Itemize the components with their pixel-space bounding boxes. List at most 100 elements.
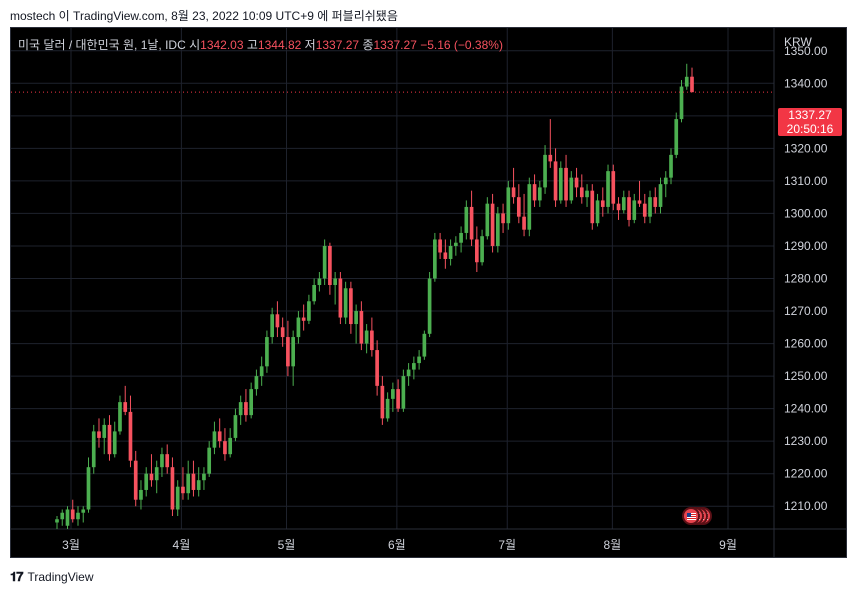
candle-body-up — [86, 467, 91, 510]
candle-body-down — [474, 239, 479, 263]
candle-body-up — [648, 197, 652, 217]
candle-body-up — [663, 177, 668, 185]
candle-body-up — [60, 512, 65, 520]
candle-body-down — [579, 187, 584, 198]
y-tick-label: 1230.00 — [784, 434, 828, 448]
candle-body-down — [548, 154, 553, 162]
candle-body-down — [133, 460, 138, 500]
close-value: 1337.27 — [373, 38, 417, 52]
candle-body-up — [270, 314, 275, 338]
open-value: 1342.03 — [200, 38, 244, 52]
y-tick-label: 1340.00 — [784, 76, 828, 90]
candle-body-down — [600, 200, 605, 207]
candle-body-down — [532, 184, 537, 201]
x-tick-label: 3월 — [62, 538, 80, 552]
candle-body-up — [154, 467, 159, 481]
candle-body-up — [186, 473, 191, 494]
high-value: 1344.82 — [257, 38, 302, 52]
candle-body-down — [511, 187, 516, 198]
candle-body-up — [354, 311, 358, 325]
candle-body-down — [70, 509, 75, 520]
candle-body-up — [81, 509, 86, 513]
us-flag-event-icon[interactable] — [682, 507, 700, 525]
economic-events[interactable] — [682, 507, 722, 527]
candle-body-up — [333, 278, 337, 286]
candle-body-up — [537, 187, 542, 201]
candle-body-down — [170, 467, 175, 510]
last-price-tag: 1337.27 20:50:16 — [778, 108, 842, 136]
candle-body-down — [338, 278, 343, 318]
candle-body-down — [181, 486, 185, 494]
x-tick-label: 4월 — [173, 538, 191, 552]
candle-body-down — [328, 245, 332, 286]
candle-body-down — [642, 203, 647, 217]
candle-body-down — [128, 411, 133, 461]
candle-body-up — [259, 366, 264, 377]
candle-body-up — [385, 398, 390, 419]
candle-body-down — [564, 167, 568, 201]
y-tick-label: 1350.00 — [784, 44, 828, 58]
candle-body-down — [380, 385, 385, 419]
candle-body-up — [391, 389, 395, 399]
candle-body-up — [228, 437, 233, 455]
x-tick-label: 9월 — [719, 538, 737, 552]
candle-body-up — [569, 177, 574, 201]
candle-body-up — [312, 285, 316, 302]
tradingview-logo-icon[interactable]: 𝟏𝟕 — [10, 569, 24, 584]
candle-body-up — [112, 431, 117, 455]
candle-body-up — [558, 167, 563, 201]
brand-name[interactable]: TradingView — [27, 570, 94, 584]
candle-body-up — [196, 480, 201, 490]
candle-body-up — [207, 447, 212, 474]
y-tick-label: 1250.00 — [784, 369, 828, 383]
candle-body-up — [233, 415, 238, 438]
candle-body-up — [480, 236, 484, 263]
candle-body-down — [165, 454, 170, 468]
candle-body-down — [223, 441, 227, 455]
candle-body-up — [238, 402, 243, 416]
candle-body-up — [296, 317, 301, 338]
candle-body-down — [469, 206, 474, 240]
publish-info: mostech 이 TradingView.com, 8월 23, 2022 1… — [10, 9, 398, 23]
candle-body-up — [343, 288, 348, 318]
candle-body-down — [349, 288, 353, 325]
candle-body-up — [202, 473, 206, 481]
candle-body-down — [217, 431, 222, 442]
candle-body-up — [249, 389, 254, 416]
candle-body-up — [102, 424, 107, 438]
candle-body-up — [307, 301, 311, 321]
y-tick-label: 1210.00 — [784, 499, 828, 513]
candle-body-down — [553, 161, 558, 201]
candle-body-up — [464, 206, 469, 233]
candle-body-up — [433, 239, 437, 279]
candle-body-up — [679, 86, 684, 120]
currency-label: KRW — [784, 35, 812, 49]
x-tick-label: 6월 — [388, 538, 406, 552]
candle-body-down — [396, 389, 400, 409]
candle-body-up — [265, 337, 269, 367]
candle-body-down — [370, 330, 374, 351]
candle-body-up — [454, 242, 458, 246]
candle-body-down — [359, 311, 364, 344]
candle-body-up — [175, 486, 180, 510]
candle-body-down — [637, 200, 642, 204]
candle-body-up — [76, 512, 80, 520]
candle-body-up — [606, 171, 610, 207]
candle-body-down — [590, 190, 595, 224]
symbol-label[interactable]: 미국 달러 / 대한민국 원, 1날, IDC — [18, 38, 186, 52]
y-tick-label: 1240.00 — [784, 402, 828, 416]
candle-body-up — [412, 363, 416, 370]
candle-body-down — [280, 327, 285, 338]
candle-body-up — [448, 245, 453, 259]
candle-body-up — [91, 431, 96, 468]
change-value: −5.16 (−0.38%) — [420, 38, 503, 52]
candle-body-down — [301, 317, 306, 321]
candle-body-down — [191, 473, 196, 490]
candle-body-up — [55, 519, 59, 523]
candle-body-up — [65, 509, 70, 526]
candle-body-up — [585, 190, 589, 198]
candle-body-up — [543, 154, 547, 188]
candle-body-down — [438, 239, 442, 253]
candle-body-up — [317, 278, 322, 286]
